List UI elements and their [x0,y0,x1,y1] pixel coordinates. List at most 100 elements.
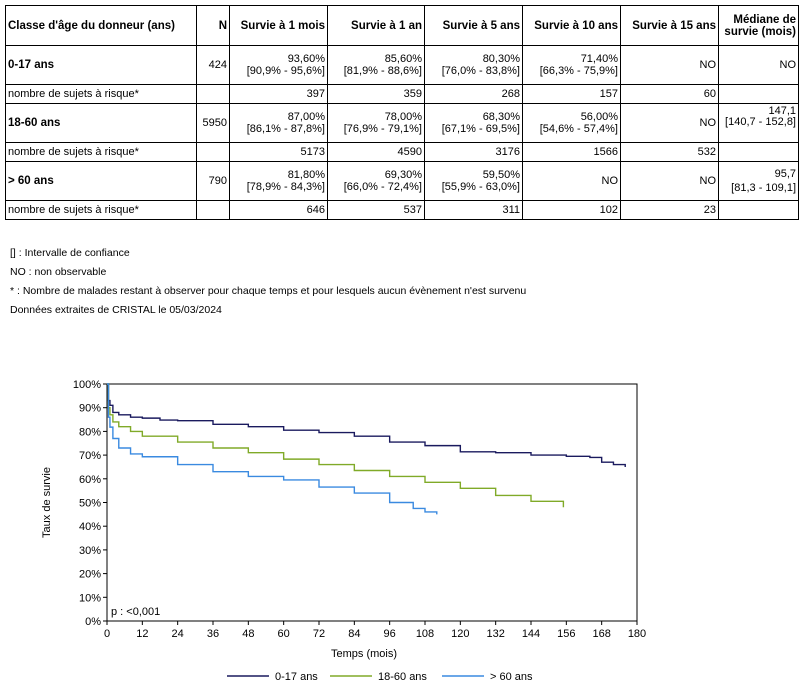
y-tick-label: 0% [85,616,101,628]
footnotes: [] : Intervalle de confiance NO : non ob… [10,246,526,322]
x-tick-label: 180 [628,628,646,640]
header-n: N [196,5,230,46]
x-tick-label: 72 [313,628,325,640]
survival-cell: NO [620,45,719,85]
table-row: nombre de sujets à risque* 5173 4590 317… [5,142,799,162]
y-tick-label: 70% [79,450,101,462]
table-row: nombre de sujets à risque* 397 359 268 1… [5,84,799,104]
series-line [107,383,626,467]
footnote-ci: [] : Intervalle de confiance [10,247,130,259]
risk-label: nombre de sujets à risque* [5,84,197,104]
survival-cell: 80,30% [76,0% - 83,8%] [424,45,523,85]
risk-cell: 268 [424,84,523,104]
empty-cell [196,84,230,104]
survival-cell: 69,30% [66,0% - 72,4%] [327,161,425,201]
y-tick-label: 20% [79,569,101,581]
group-n: 5950 [196,103,230,143]
empty-cell [718,200,799,220]
survival-cell: 71,40% [66,3% - 75,9%] [522,45,621,85]
y-tick-label: 50% [79,498,101,510]
x-tick-label: 60 [278,628,290,640]
risk-cell: 532 [620,142,719,162]
age-class-label: > 60 ans [5,161,197,201]
y-tick-label: 60% [79,474,101,486]
x-axis-label: Temps (mois) [331,648,397,660]
legend-label: > 60 ans [490,671,533,683]
y-axis-label: Taux de survie [41,467,53,538]
survival-cell: 81,80% [78,9% - 84,3%] [229,161,328,201]
survival-cell: 85,60% [81,9% - 88,6%] [327,45,425,85]
risk-cell: 397 [229,84,328,104]
y-tick-label: 30% [79,545,101,557]
y-tick-label: 90% [79,403,101,415]
header-1-year: Survie à 1 an [327,5,425,46]
risk-label: nombre de sujets à risque* [5,200,197,220]
median-cell: 95,7 [81,3 - 109,1] [718,161,799,201]
x-axis: 0 12 24 36 48 60 72 84 96 108 120 132 144 156 168 180 [104,621,646,640]
risk-cell: 537 [327,200,425,220]
p-value-annotation: p : <0,001 [111,606,160,618]
survival-cell: 93,60% [90,9% - 95,6%] [229,45,328,85]
empty-cell [196,142,230,162]
series-lines [107,383,626,515]
x-tick-label: 84 [348,628,360,640]
x-tick-label: 48 [242,628,254,640]
x-tick-label: 0 [104,628,110,640]
empty-cell [196,200,230,220]
risk-cell: 5173 [229,142,328,162]
x-tick-label: 168 [592,628,610,640]
survival-cell: 87,00% [86,1% - 87,8%] [229,103,328,143]
legend-label: 0-17 ans [275,671,318,683]
empty-cell [718,142,799,162]
x-tick-label: 120 [451,628,469,640]
y-axis: 0% 10% 20% 30% 40% 50% 60% 70% 80% 90% 100% [73,379,107,628]
risk-cell: 157 [522,84,621,104]
age-class-label: 18-60 ans [5,103,197,143]
survival-cell: NO [620,103,719,143]
header-15-years: Survie à 15 ans [620,5,719,46]
risk-cell: 311 [424,200,523,220]
y-tick-label: 80% [79,426,101,438]
risk-cell: 60 [620,84,719,104]
table-row: > 60 ans 790 81,80% [78,9% - 84,3%] 69,30… [5,161,799,201]
risk-cell: 1566 [522,142,621,162]
header-5-years: Survie à 5 ans [424,5,523,46]
risk-cell: 23 [620,200,719,220]
x-tick-label: 36 [207,628,219,640]
header-median: Médiane de survie (mois) [718,5,799,46]
y-tick-label: 10% [79,592,101,604]
x-tick-label: 24 [172,628,184,640]
x-tick-label: 108 [416,628,434,640]
x-tick-label: 96 [384,628,396,640]
risk-cell: 359 [327,84,425,104]
risk-cell: 4590 [327,142,425,162]
header-10-years: Survie à 10 ans [522,5,621,46]
table-row: 18-60 ans 5950 87,00% [86,1% - 87,8%] 78,… [5,103,799,143]
group-n: 424 [196,45,230,85]
x-tick-label: 156 [557,628,575,640]
x-tick-label: 132 [486,628,504,640]
age-class-label: 0-17 ans [5,45,197,85]
header-age-class: Classe d'âge du donneur (ans) [5,5,197,46]
survival-cell: 68,30% [67,1% - 69,5%] [424,103,523,143]
x-tick-label: 144 [522,628,540,640]
y-tick-label: 40% [79,521,101,533]
table-row: nombre de sujets à risque* 646 537 311 1… [5,200,799,220]
risk-cell: 3176 [424,142,523,162]
risk-label: nombre de sujets à risque* [5,142,197,162]
risk-cell: 646 [229,200,328,220]
survival-cell: 78,00% [76,9% - 79,1%] [327,103,425,143]
group-n: 790 [196,161,230,201]
survival-cell: 56,00% [54,6% - 57,4%] [522,103,621,143]
median-cell: NO [718,45,799,85]
footnote-no: NO : non observable [10,266,107,278]
legend: 0-17 ans 18-60 ans > 60 ans [227,671,533,683]
footnote-source: Données extraites de CRISTAL le 05/03/20… [10,304,222,316]
series-line [107,383,438,515]
survival-cell: NO [522,161,621,201]
survival-chart: 0% 10% 20% 30% 40% 50% 60% 70% 80% 90% 100% 0 12 24 3… [41,379,646,683]
empty-cell [718,84,799,104]
median-cell: 147,1 [140,7 - 152,8] [718,103,799,143]
risk-cell: 102 [522,200,621,220]
series-line [107,383,565,508]
